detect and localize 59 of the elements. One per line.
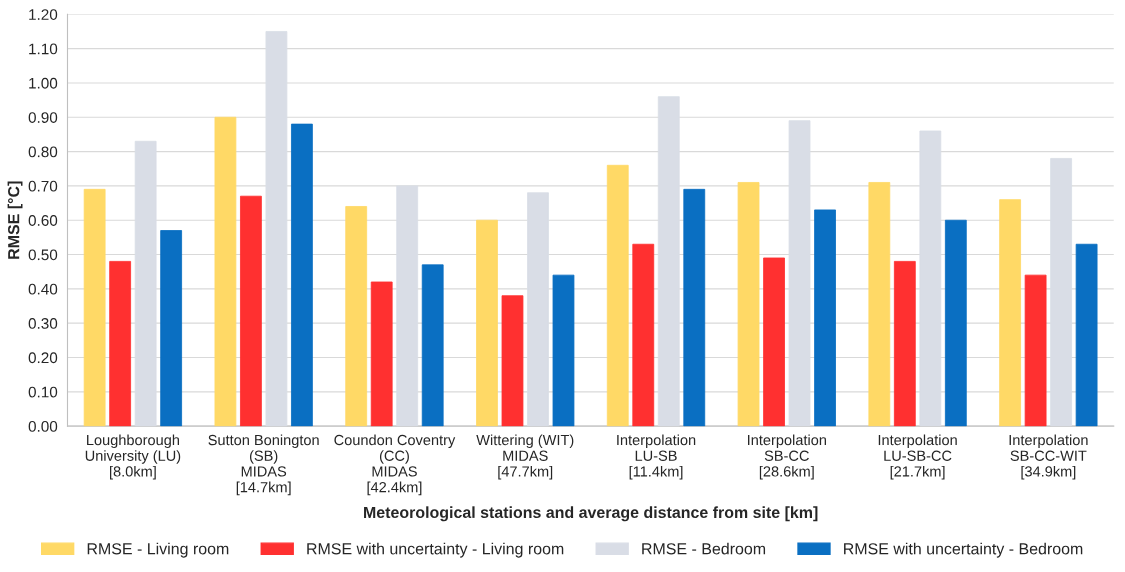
bar — [999, 199, 1021, 427]
bar — [632, 243, 655, 427]
bar — [214, 116, 237, 427]
legend-label: RMSE with uncertainty - Bedroom — [844, 542, 1083, 558]
bar — [737, 182, 760, 427]
bar — [160, 230, 183, 427]
y-tick-label: 0.70 — [28, 180, 58, 192]
bar — [919, 130, 942, 427]
y-tick-label: 0.80 — [28, 146, 58, 158]
bar — [1024, 274, 1047, 427]
y-tick-label: 0.60 — [28, 215, 58, 226]
y-tick-label: 1.20 — [29, 9, 58, 20]
bar — [944, 219, 967, 427]
y-tick-label: 0.10 — [28, 386, 58, 398]
bar — [240, 195, 262, 427]
bar — [370, 281, 393, 427]
bar — [893, 260, 916, 427]
bar — [1075, 243, 1098, 427]
x-tick-label: Interpolation SB-CC [28.6km] — [748, 434, 826, 480]
bar — [476, 219, 498, 427]
bar — [1050, 158, 1072, 427]
bar — [657, 96, 680, 427]
y-tick-label: 0.90 — [28, 112, 58, 123]
y-axis-title: RMSE [°C] — [7, 181, 23, 259]
bar — [421, 264, 444, 427]
bar — [606, 164, 629, 427]
y-tick-label: 1.10 — [29, 43, 58, 55]
bar — [83, 188, 106, 427]
x-tick-label: Loughborough University (LU) [8.0km] — [85, 434, 181, 480]
y-tick-label: 0.40 — [28, 283, 58, 295]
bar — [788, 120, 811, 427]
y-tick-label: 0.30 — [28, 318, 58, 329]
x-axis-title: Meteorological stations and average distance from site [km] — [364, 506, 818, 522]
x-tick-label: Sutton Bonington (SB) MIDAS [14.7km] — [208, 434, 319, 496]
bar — [552, 274, 575, 427]
y-tick-label: 0.20 — [28, 352, 58, 364]
bar — [265, 31, 288, 427]
bar — [109, 260, 132, 427]
x-tick-label: Interpolation SB-CC-WIT [34.9km] — [1009, 434, 1088, 480]
bar — [527, 192, 549, 427]
bar — [345, 206, 368, 427]
bar — [683, 188, 706, 427]
y-tick-label: 0.50 — [28, 249, 58, 261]
x-tick-label: Coundon Coventry (CC) MIDAS [42.4km] — [334, 434, 456, 496]
legend-label: RMSE - Bedroom — [642, 542, 766, 555]
legend-label: RMSE with uncertainty - Living room — [307, 542, 564, 558]
bar — [501, 295, 524, 427]
bar — [868, 182, 891, 427]
bar — [291, 123, 313, 427]
bar — [763, 257, 785, 427]
legend-label: RMSE - Living room — [87, 542, 229, 558]
x-tick-label: Interpolation LU-SB-CC [21.7km] — [878, 434, 957, 480]
bar — [396, 185, 419, 427]
bar — [134, 140, 157, 427]
bar — [814, 209, 836, 427]
x-tick-label: Interpolation LU-SB [11.4km] — [617, 434, 696, 480]
y-tick-label: 1.00 — [29, 77, 58, 89]
x-tick-label: Wittering (WIT) MIDAS [47.7km] — [476, 434, 574, 480]
y-tick-label: 0.00 — [28, 421, 58, 432]
